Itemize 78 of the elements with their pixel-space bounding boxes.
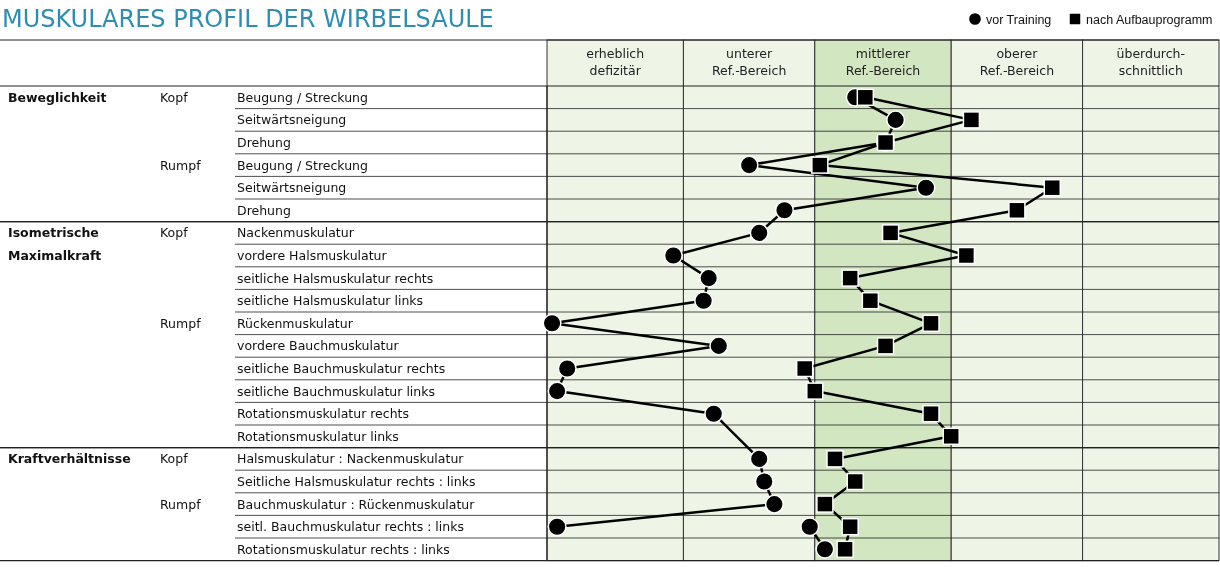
text: Rumpf: [160, 157, 202, 173]
point: [749, 223, 769, 243]
y-tick-label: Rotationsmuskulatur rechts : links: [237, 541, 450, 557]
y-tick-label: Nackenmuskulatur: [237, 225, 355, 241]
point: [846, 472, 864, 491]
text: Rumpf: [160, 315, 202, 331]
text: Kopf: [160, 225, 189, 241]
band-label: erheblich defizitär: [586, 46, 645, 78]
y-tick-label: seitliche Bauchmuskulatur rechts: [237, 361, 446, 376]
legend-label: nach Aufbauprogramm: [1086, 12, 1213, 27]
point: [1008, 201, 1026, 220]
point: [709, 336, 729, 356]
point: [881, 224, 900, 242]
point: [1043, 178, 1062, 197]
y-tick-label: Rückenmuskulatur: [237, 315, 354, 331]
point: [957, 246, 976, 265]
y-tick-label: seitliche Halsmuskulatur links: [237, 293, 424, 309]
y-tick-label: seitliche Bauchmuskulatur links: [237, 383, 436, 399]
point: [876, 337, 895, 355]
point: [962, 111, 981, 129]
point: [922, 314, 940, 333]
point: [806, 382, 824, 400]
y-tick-label: Seitliche Halsmuskulatur rechts : links: [237, 474, 476, 489]
point: [816, 495, 834, 513]
point: [739, 155, 759, 175]
point: [699, 268, 719, 288]
point: [704, 404, 724, 424]
point: [841, 517, 859, 536]
y-tick-label: vordere Bauchmuskulatur: [237, 338, 400, 354]
point: [916, 178, 936, 198]
point: [749, 449, 769, 469]
point: [795, 359, 814, 378]
y-tick-label: Bauchmuskulatur : Rückenmuskulatur: [237, 496, 476, 512]
y-tick-label: Rotationsmuskulatur rechts: [237, 406, 410, 422]
band-label: oberer Ref.-Bereich: [979, 46, 1055, 78]
band-label: unterer Ref.-Bereich: [711, 46, 787, 78]
text: Kraftverhältnisse: [8, 451, 131, 467]
y-tick-label: Drehung: [237, 202, 291, 218]
band-label: überdurch- schnittlich: [1116, 46, 1186, 78]
point: [876, 133, 895, 152]
text: Beweglichkeit: [8, 89, 107, 105]
point: [815, 539, 835, 559]
point: [856, 88, 875, 107]
text: MUSKULARES PROFIL DER WIRBELSAULE: [2, 5, 494, 33]
band-label: mittlerer Ref.-Bereich: [845, 46, 921, 78]
point: [886, 110, 906, 130]
y-tick-label: Seitwärtsneigung: [237, 112, 347, 128]
legend-label: vor Training: [986, 12, 1052, 27]
point: [774, 200, 795, 220]
y-tick-label: Halsmuskulatur : Nackenmuskulatur: [237, 451, 465, 467]
point: [754, 471, 774, 492]
y-tick-label: seitliche Halsmuskulatur rechts: [237, 270, 434, 286]
y-tick-label: Drehung: [237, 135, 291, 150]
text: Kopf: [160, 89, 189, 105]
point: [663, 245, 683, 266]
y-tick-label: seitl. Bauchmuskulatur rechts : links: [237, 519, 464, 535]
point: [694, 291, 714, 311]
point: [764, 494, 784, 514]
y-tick-label: Rotationsmuskulatur links: [237, 428, 399, 444]
point: [836, 540, 854, 559]
point: [826, 450, 844, 468]
text: Kopf: [160, 451, 189, 467]
y-tick-label: Beugung / Streckung: [237, 89, 368, 105]
point: [557, 358, 577, 379]
point: [942, 427, 960, 446]
y-tick-label: vordere Halsmuskulatur: [237, 248, 388, 263]
point: [542, 313, 562, 333]
point: [861, 291, 880, 310]
point: [547, 381, 567, 401]
point: [841, 269, 859, 287]
y-tick-label: Seitwärtsneigung: [237, 180, 347, 196]
point: [800, 517, 820, 537]
y-tick-label: Beugung / Streckung: [237, 157, 368, 173]
point: [547, 517, 567, 537]
point: [811, 156, 829, 174]
text: Rumpf: [160, 496, 202, 512]
text: Isometrische Maximalkraft: [8, 225, 102, 263]
point: [922, 404, 940, 423]
